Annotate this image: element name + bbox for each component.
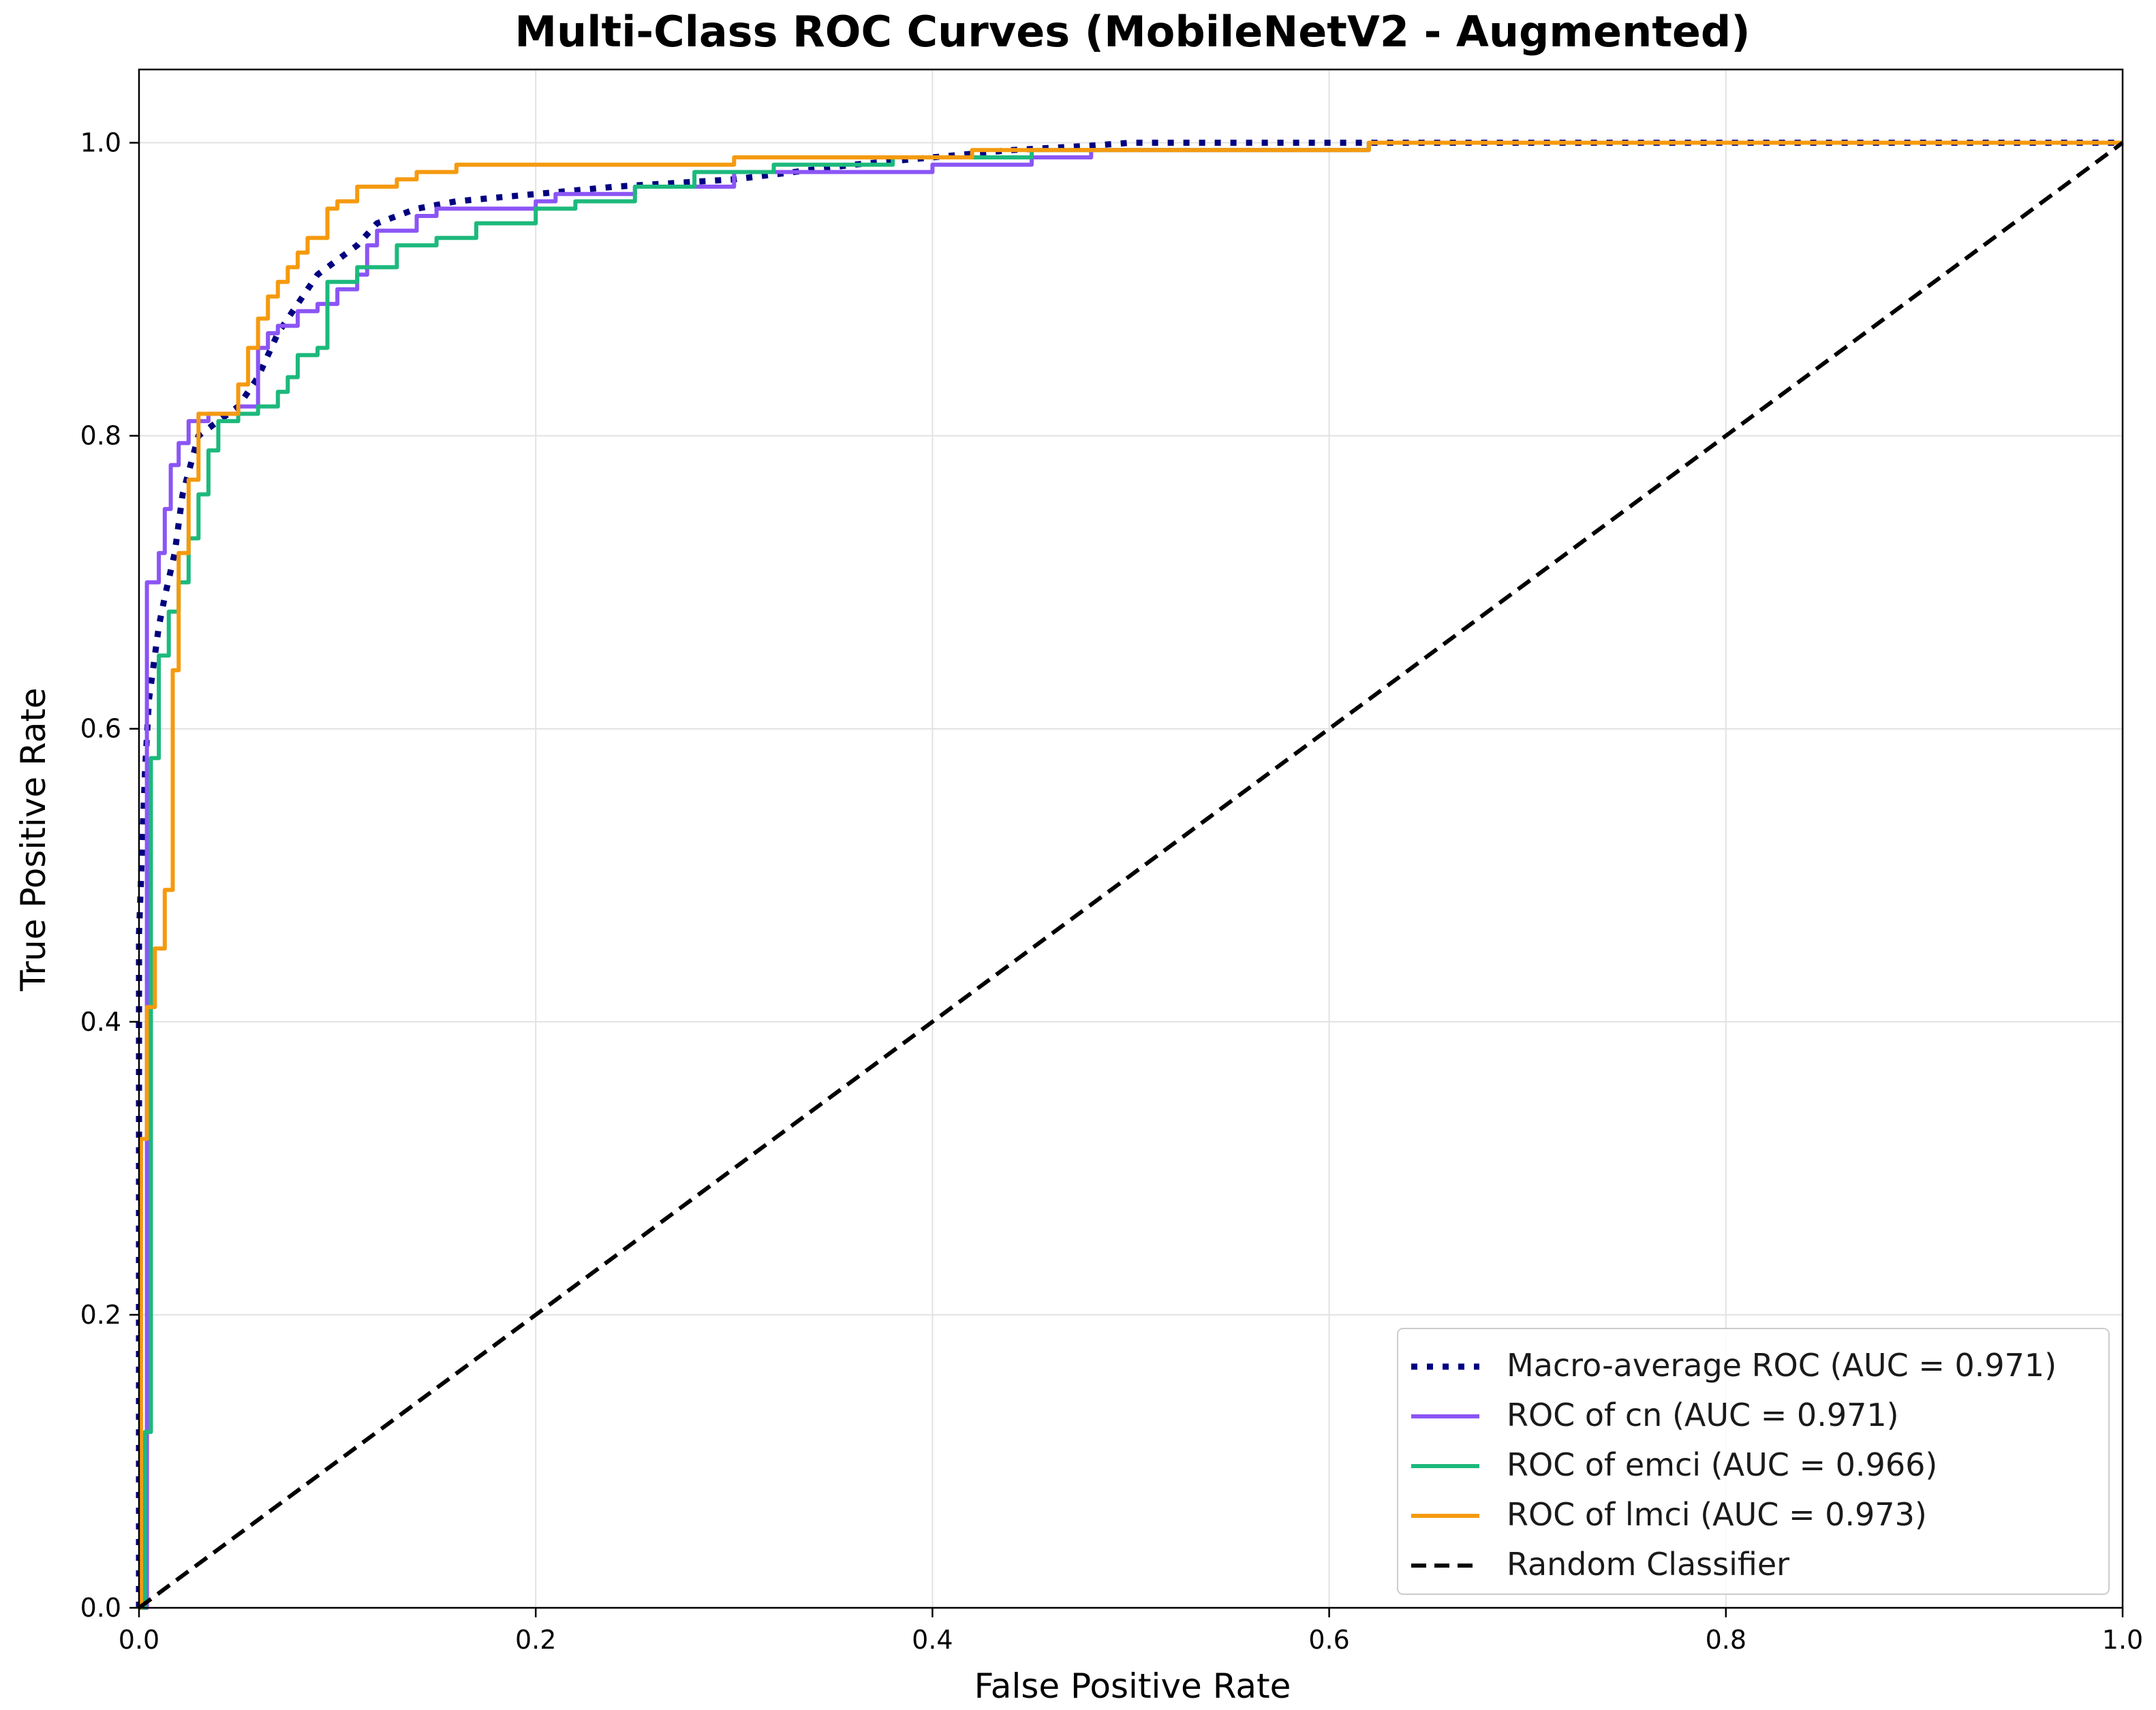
x-tick-label-2: 0.4 [912, 1625, 953, 1655]
plot-frame [138, 68, 2124, 1609]
y-tick-label-5: 1.0 [80, 128, 121, 158]
grid [138, 69, 2123, 1608]
series-line-1 [139, 140, 2123, 1610]
y-tick-label-1: 0.2 [80, 1300, 121, 1330]
x-tick-label-0: 0.0 [119, 1625, 159, 1655]
legend-box [1397, 1328, 2110, 1595]
x-axis-label: False Positive Rate [974, 1666, 1291, 1706]
x-tick-label-1: 0.2 [515, 1625, 556, 1655]
y-tick-label-3: 0.6 [80, 714, 121, 744]
y-tick-label-2: 0.4 [80, 1007, 121, 1037]
legend-label-1: ROC of cn (AUC = 0.971) [1507, 1397, 1899, 1433]
legend-label-0: Macro-average ROC (AUC = 0.971) [1507, 1347, 2057, 1384]
x-ticks: 0.0 0.2 0.4 0.6 0.8 1.0 [119, 1608, 2143, 1655]
legend: Macro-average ROC (AUC = 0.971) ROC of cn… [1397, 1328, 2110, 1595]
legend-label-3: ROC of lmci (AUC = 0.973) [1507, 1496, 1927, 1533]
series-lines [136, 140, 2124, 1610]
chart-title: Multi-Class ROC Curves (MobileNetV2 - Au… [514, 7, 1750, 57]
y-tick-label-0: 0.0 [80, 1593, 121, 1623]
legend-label-4: Random Classifier [1507, 1546, 1789, 1583]
y-axis-label: True Positive Rate [14, 687, 53, 991]
series-line-3 [138, 140, 2123, 1610]
y-tick-label-4: 0.8 [80, 421, 121, 451]
legend-label-2: ROC of emci (AUC = 0.966) [1507, 1446, 1937, 1483]
y-ticks: 0.0 0.2 0.4 0.6 0.8 1.0 [80, 128, 139, 1623]
x-tick-label-4: 0.8 [1706, 1625, 1746, 1655]
x-tick-label-5: 1.0 [2102, 1625, 2143, 1655]
x-tick-label-3: 0.6 [1308, 1625, 1349, 1655]
series-line-4 [138, 141, 2124, 1610]
